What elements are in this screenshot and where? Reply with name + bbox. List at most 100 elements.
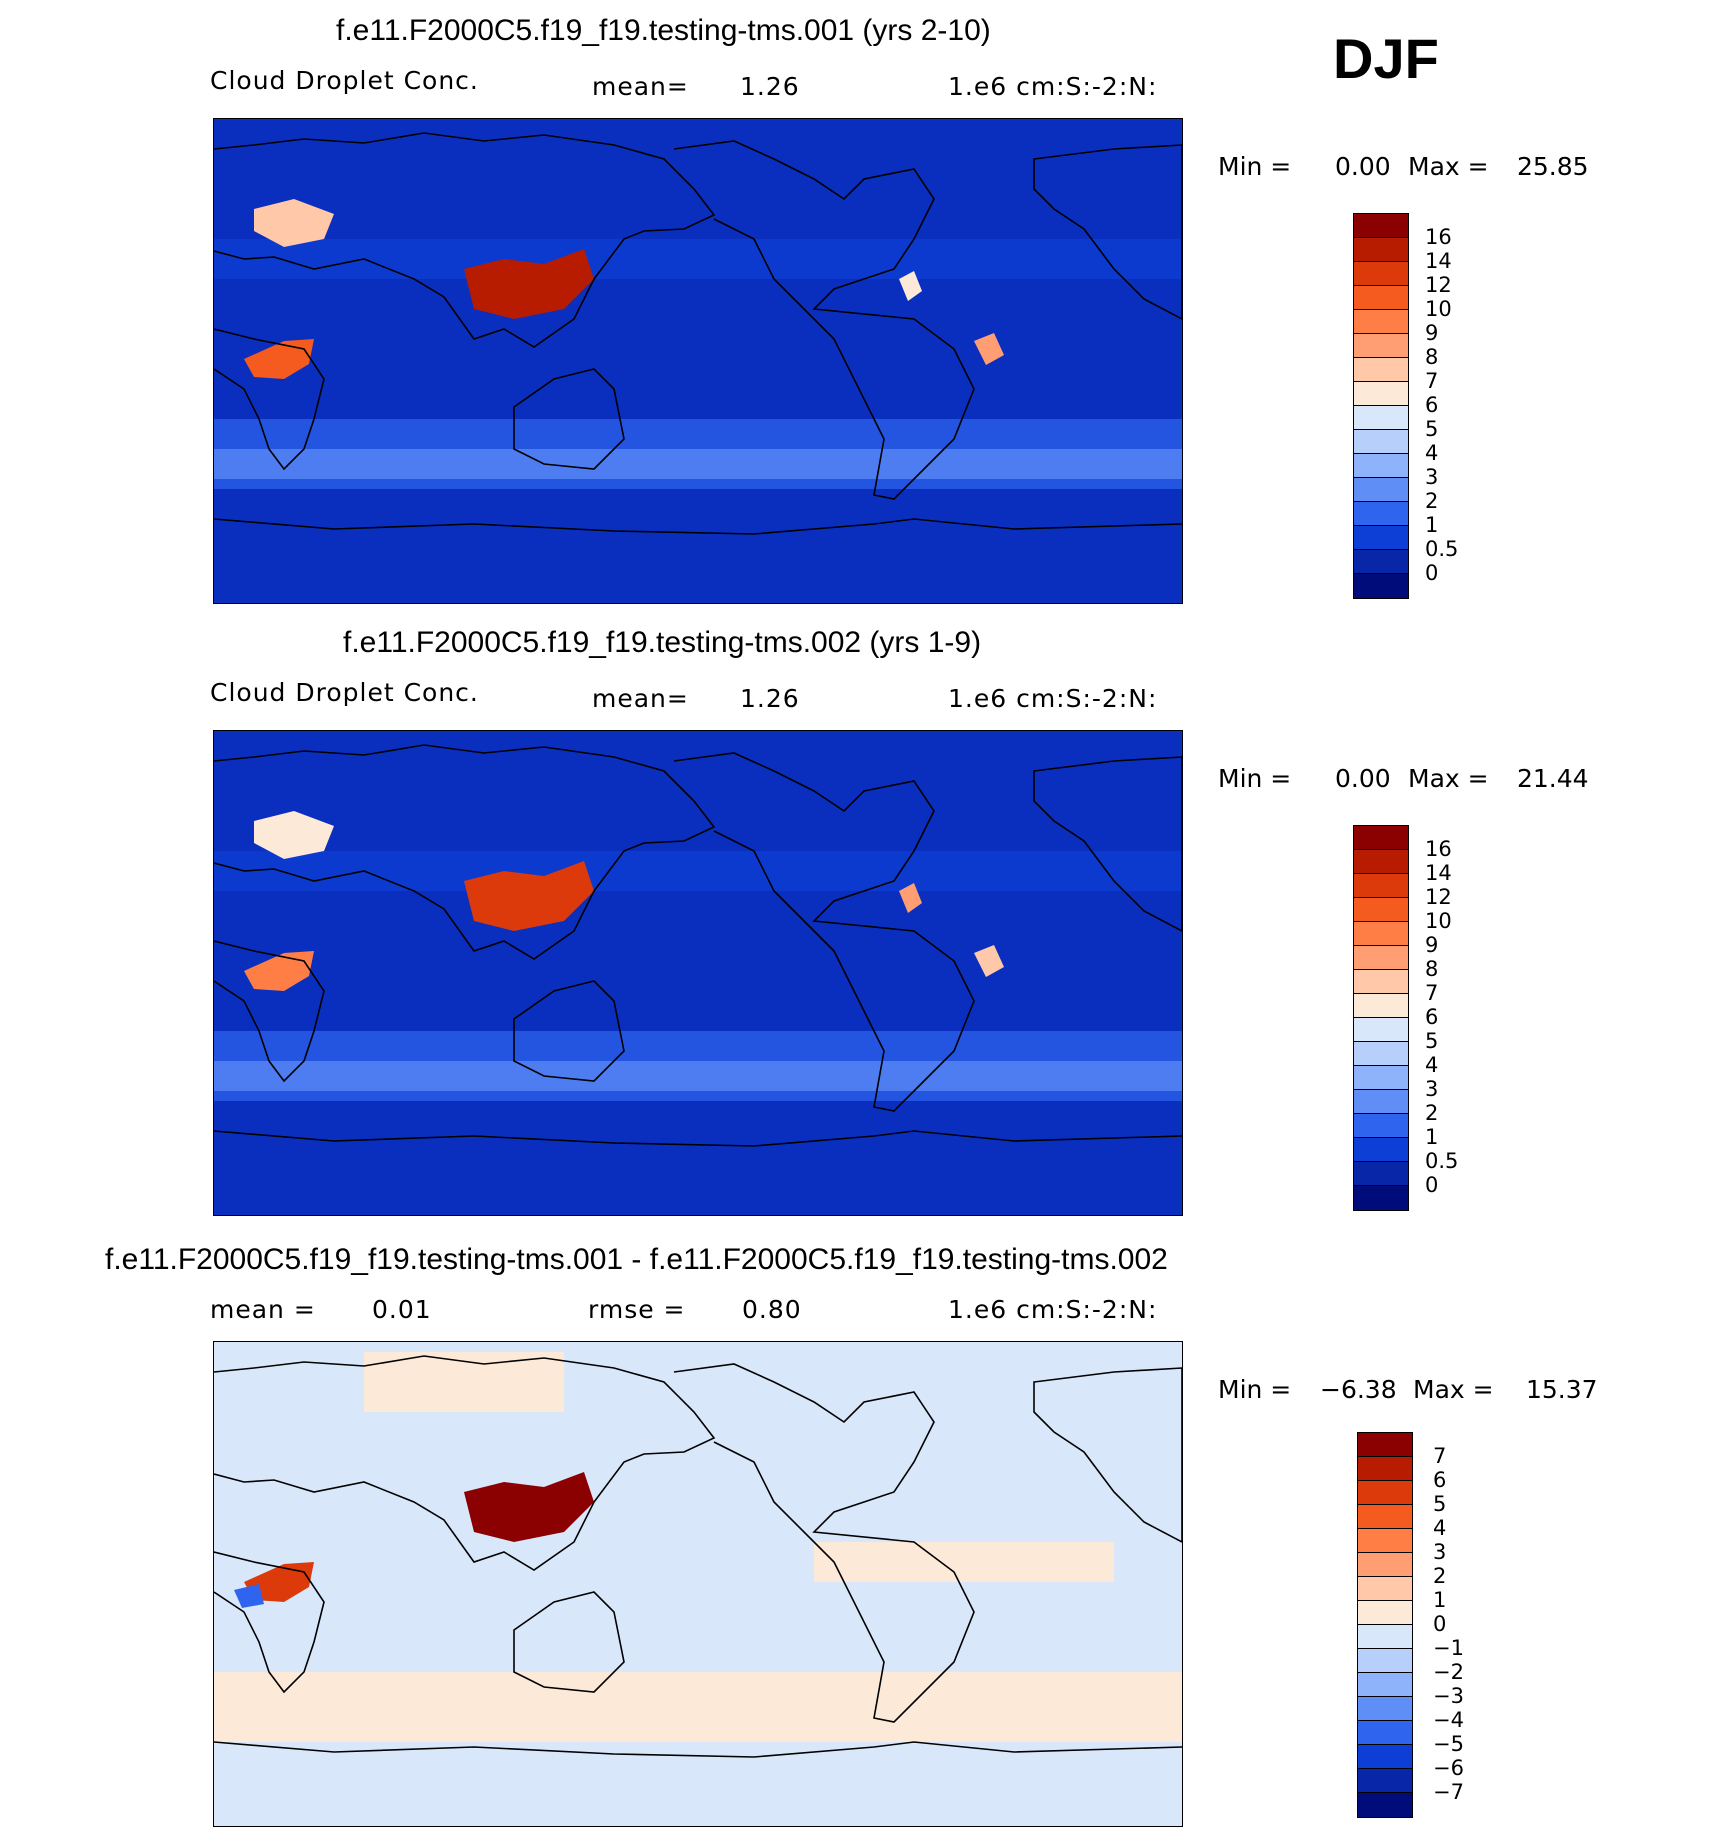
colorbar-swatch [1354, 430, 1408, 454]
colorbar-tick-label: 10 [1425, 297, 1452, 321]
coastline [214, 940, 325, 1083]
colorbar-swatch [1354, 310, 1408, 334]
coastline [673, 140, 975, 500]
colorbar-swatch [1358, 1745, 1412, 1769]
coastline [214, 132, 716, 348]
colorbar-swatch [1358, 1673, 1412, 1697]
colorbar-tick-label: 7 [1425, 981, 1439, 1005]
colorbar-tick-label: −3 [1433, 1684, 1464, 1708]
colorbar-tick-label: 3 [1425, 465, 1439, 489]
panel-2-mean-label: mean= [592, 684, 689, 713]
season-label: DJF [1333, 27, 1439, 90]
colorbar-tick-label: 8 [1425, 957, 1439, 981]
colorbar-tick-label: 3 [1425, 1077, 1439, 1101]
colorbar-swatch [1358, 1577, 1412, 1601]
panel-3-rmse-value: 0.80 [742, 1295, 802, 1324]
panel-3-map [213, 1341, 1183, 1827]
panel-2-max-label: Max = [1408, 764, 1489, 793]
panel-3-rmse-label: rmse = [588, 1295, 686, 1324]
panel-1-max-value: 25.85 [1517, 152, 1589, 181]
colorbar-swatch [1358, 1625, 1412, 1649]
panel-2-map [213, 730, 1183, 1216]
field-band [214, 851, 1182, 891]
east-asia-hotspot [464, 1472, 594, 1542]
central-africa-hotspot [244, 339, 314, 379]
colorbar-tick-label: 0 [1433, 1612, 1447, 1636]
panel-2-title: f.e11.F2000C5.f19_f19.testing-tms.002 (y… [343, 626, 982, 659]
colorbar-swatch [1354, 970, 1408, 994]
central-africa-hotspot [244, 951, 314, 991]
colorbar-swatch [1358, 1505, 1412, 1529]
south-america-hotspot [974, 333, 1004, 365]
colorbar-swatch [1358, 1721, 1412, 1745]
colorbar-swatch [1354, 286, 1408, 310]
colorbar-swatch [1354, 874, 1408, 898]
colorbar-swatch [1358, 1553, 1412, 1577]
map-background [214, 1342, 1182, 1826]
coastline [214, 744, 716, 960]
colorbar-swatch [1358, 1793, 1412, 1817]
colorbar-tick-label: 2 [1425, 1101, 1439, 1125]
colorbar-tick-label: 5 [1433, 1492, 1447, 1516]
east-asia-hotspot [464, 249, 594, 319]
colorbar-tick-label: −2 [1433, 1660, 1464, 1684]
colorbar-swatch [1354, 406, 1408, 430]
panel-2-mean-value: 1.26 [740, 684, 800, 713]
panel-3-mean-value: 0.01 [372, 1295, 432, 1324]
colorbar-tick-label: 6 [1425, 393, 1439, 417]
panel-3-title: f.e11.F2000C5.f19_f19.testing-tms.001 - … [105, 1243, 1168, 1276]
colorbar-tick-label: 4 [1425, 441, 1439, 465]
panel-3-min-value: −6.38 [1320, 1375, 1397, 1404]
panel-2-max-value: 21.44 [1517, 764, 1589, 793]
coastline [513, 980, 625, 1082]
colorbar-swatch [1354, 214, 1408, 238]
colorbar-tick-label: 4 [1433, 1516, 1447, 1540]
colorbar-swatch [1354, 1066, 1408, 1090]
west-africa-negative [234, 1584, 264, 1608]
colorbar-tick-label: 5 [1425, 1029, 1439, 1053]
panel-1-min-value: 0.00 [1335, 152, 1391, 181]
colorbar-tick-label: 16 [1425, 837, 1452, 861]
colorbar-tick-label: 1 [1425, 513, 1439, 537]
map-background [214, 731, 1182, 1215]
colorbar-tick-label: 5 [1425, 417, 1439, 441]
colorbar-swatch [1354, 1186, 1408, 1210]
colorbar-swatch [1354, 922, 1408, 946]
coastline [214, 1130, 1182, 1147]
colorbar-swatch [1354, 478, 1408, 502]
colorbar-tick-label: 10 [1425, 909, 1452, 933]
coastline [1033, 144, 1182, 320]
central-america-hotspot [899, 271, 922, 301]
colorbar-swatch [1354, 454, 1408, 478]
panel-1-colorbar [1353, 213, 1409, 599]
panel-3-mean-label: mean = [210, 1295, 316, 1324]
europe-hotspot [254, 811, 334, 859]
east-asia-hotspot [464, 861, 594, 931]
colorbar-swatch [1354, 946, 1408, 970]
colorbar-swatch [1354, 526, 1408, 550]
coastline [1033, 756, 1182, 932]
colorbar-tick-label: 9 [1425, 321, 1439, 345]
colorbar-tick-label: 0.5 [1425, 537, 1459, 561]
map-background [214, 119, 1182, 603]
colorbar-tick-label: 3 [1433, 1540, 1447, 1564]
colorbar-tick-label: 4 [1425, 1053, 1439, 1077]
colorbar-tick-label: 7 [1425, 369, 1439, 393]
colorbar-swatch [1354, 850, 1408, 874]
coastline [214, 1551, 325, 1694]
panel-2-units: 1.e6 cm:S:-2:N: [948, 684, 1158, 713]
colorbar-swatch [1358, 1481, 1412, 1505]
colorbar-swatch [1354, 262, 1408, 286]
colorbar-tick-label: 12 [1425, 885, 1452, 909]
coastline [673, 1363, 975, 1723]
colorbar-swatch [1354, 898, 1408, 922]
colorbar-tick-label: 6 [1425, 1005, 1439, 1029]
colorbar-swatch [1354, 502, 1408, 526]
colorbar-swatch [1354, 1090, 1408, 1114]
colorbar-tick-label: 6 [1433, 1468, 1447, 1492]
colorbar-tick-label: 9 [1425, 933, 1439, 957]
colorbar-swatch [1358, 1457, 1412, 1481]
field-band [214, 239, 1182, 279]
coastline [214, 1355, 716, 1571]
coastline [1033, 1367, 1182, 1543]
